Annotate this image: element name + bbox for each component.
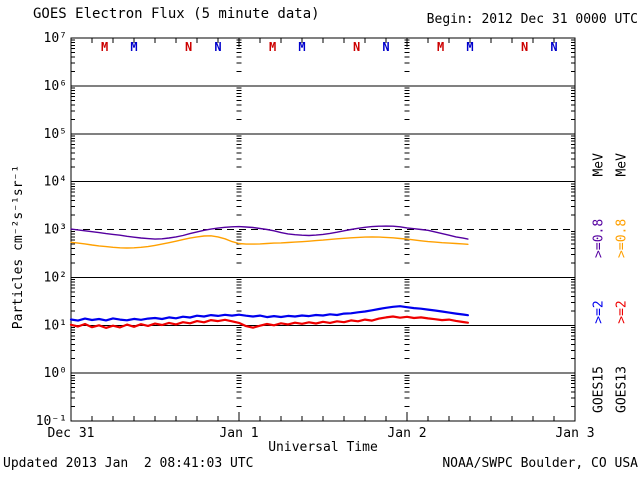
chart-text: Jan 2 xyxy=(387,426,426,441)
legend-goes13: GOES13 >=2 >=0.8 MeV xyxy=(615,153,630,413)
chart-text: N xyxy=(353,40,360,54)
chart-text: 10⁻¹ xyxy=(36,414,67,429)
source-credit: NOAA/SWPC Boulder, CO USA xyxy=(442,456,638,471)
chart-text: 10² xyxy=(44,270,67,285)
chart-text: 10⁰ xyxy=(44,366,67,381)
chart-text: M xyxy=(298,40,305,54)
x-axis-label: Universal Time xyxy=(268,440,378,455)
legend-goes15-name: GOES15 xyxy=(591,366,607,413)
legend-goes15-e08: >=0.8 xyxy=(591,218,607,258)
legend-goes13-name: GOES13 xyxy=(614,366,630,413)
chart-text: N xyxy=(550,40,557,54)
page-title: GOES Electron Flux (5 minute data) xyxy=(33,6,320,22)
chart-text: N xyxy=(185,40,192,54)
chart-text: 10¹ xyxy=(44,318,67,333)
chart-text: M xyxy=(130,40,137,54)
chart-text: N xyxy=(521,40,528,54)
legend-goes15-unit: MeV xyxy=(591,153,607,177)
y-axis-label: Particles cm⁻²s⁻¹sr⁻¹ xyxy=(11,164,26,330)
chart-text: Jan 3 xyxy=(555,426,594,441)
chart-text: Jan 1 xyxy=(219,426,258,441)
updated-timestamp: Updated 2013 Jan 2 08:41:03 UTC xyxy=(3,456,254,471)
chart-text: M xyxy=(269,40,276,54)
chart-text: 10⁷ xyxy=(44,31,67,46)
chart-text: 10³ xyxy=(44,223,67,238)
chart-text: M xyxy=(437,40,444,54)
chart-text: M xyxy=(466,40,473,54)
chart-text: N xyxy=(382,40,389,54)
legend-goes15-e2: >=2 xyxy=(591,300,607,324)
legend-goes13-unit: MeV xyxy=(614,153,630,177)
chart-text: 10⁶ xyxy=(44,79,67,94)
chart-text: Dec 31 xyxy=(48,426,95,441)
legend-goes15: GOES15 >=2 >=0.8 MeV xyxy=(592,153,607,413)
legend-goes13-e08: >=0.8 xyxy=(614,218,630,258)
legend-goes13-e2: >=2 xyxy=(614,300,630,324)
chart-text: 10⁵ xyxy=(44,127,67,142)
chart-text: N xyxy=(214,40,221,54)
chart-text: 10⁴ xyxy=(44,175,67,190)
chart-text: M xyxy=(101,40,108,54)
begin-timestamp: Begin: 2012 Dec 31 0000 UTC xyxy=(426,12,638,27)
